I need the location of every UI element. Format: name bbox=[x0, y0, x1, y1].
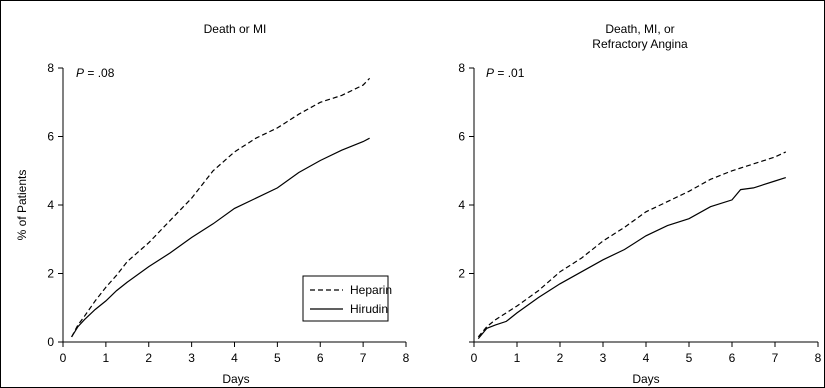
x-tick-label: 1 bbox=[514, 351, 521, 365]
x-ticks: 0 1 2 3 4 5 6 7 8 bbox=[471, 342, 822, 365]
y-tick-label: 0 bbox=[47, 335, 54, 349]
p-value-annotation: P = .01 bbox=[486, 66, 525, 80]
p-value-text: = .01 bbox=[494, 66, 525, 80]
legend: Heparin Hirudin bbox=[302, 275, 392, 322]
x-tick-label: 0 bbox=[471, 351, 478, 365]
legend-heparin-label: Heparin bbox=[350, 283, 392, 297]
y-axis-label: % of Patients bbox=[15, 170, 29, 241]
x-tick-label: 3 bbox=[600, 351, 607, 365]
p-value-annotation: P = .08 bbox=[76, 66, 115, 80]
series-line-heparin bbox=[477, 151, 787, 338]
y-tick-label: 4 bbox=[47, 198, 54, 212]
x-tick-label: 7 bbox=[360, 351, 367, 365]
x-tick-label: 4 bbox=[643, 351, 650, 365]
x-tick-label: 8 bbox=[815, 351, 822, 365]
y-ticks: 2 4 6 8 bbox=[458, 61, 474, 343]
x-tick-label: 3 bbox=[188, 351, 195, 365]
chart-title-line-1: Death, MI, or bbox=[605, 22, 674, 36]
y-ticks: 0 2 4 6 8 bbox=[47, 61, 63, 349]
series-lines bbox=[477, 151, 787, 339]
x-tick-label: 0 bbox=[60, 351, 67, 365]
x-ticks: 0 1 2 3 4 5 6 7 8 bbox=[60, 342, 410, 365]
series-line-hirudin bbox=[71, 137, 370, 338]
chart-title-line-1: Death or MI bbox=[204, 22, 267, 36]
p-value-text: = .08 bbox=[84, 66, 115, 80]
x-tick-label: 2 bbox=[145, 351, 152, 365]
legend-hirudin-label: Hirudin bbox=[350, 302, 388, 316]
x-tick-label: 6 bbox=[729, 351, 736, 365]
x-tick-label: 4 bbox=[231, 351, 238, 365]
y-tick-label: 6 bbox=[458, 130, 465, 144]
y-tick-label: 6 bbox=[47, 130, 54, 144]
x-axis-label: Days bbox=[632, 372, 659, 386]
legend-box bbox=[302, 275, 389, 322]
x-tick-label: 5 bbox=[274, 351, 281, 365]
x-tick-label: 7 bbox=[772, 351, 779, 365]
x-axis-label: Days bbox=[222, 372, 249, 386]
y-tick-label: 4 bbox=[458, 198, 465, 212]
x-tick-label: 1 bbox=[103, 351, 110, 365]
series-line-heparin bbox=[71, 77, 371, 338]
y-tick-label: 8 bbox=[47, 61, 54, 75]
x-tick-label: 5 bbox=[686, 351, 693, 365]
chart-panel-death-mi: Death or MI P = .08 0 1 2 3 4 5 6 7 8 0 2 4 6 8 Days… bbox=[15, 22, 410, 386]
p-value-prefix: P bbox=[76, 66, 84, 80]
p-value-prefix: P bbox=[486, 66, 494, 80]
chart-panel-death-mi-angina: Death, MI, or Refractory Angina P = .01 … bbox=[458, 22, 821, 386]
x-tick-label: 6 bbox=[317, 351, 324, 365]
y-tick-label: 2 bbox=[458, 267, 465, 281]
x-tick-label: 8 bbox=[403, 351, 410, 365]
series-lines bbox=[71, 77, 371, 338]
x-tick-label: 2 bbox=[557, 351, 564, 365]
chart-title-line-2: Refractory Angina bbox=[592, 37, 688, 51]
y-tick-label: 8 bbox=[458, 61, 465, 75]
series-line-hirudin bbox=[477, 177, 786, 339]
y-tick-label: 2 bbox=[47, 267, 54, 281]
